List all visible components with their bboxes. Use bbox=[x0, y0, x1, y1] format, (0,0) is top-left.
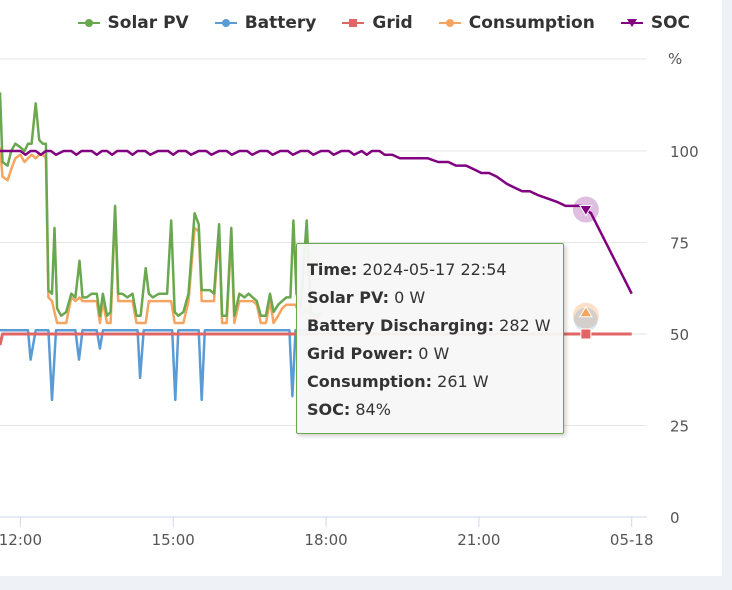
tooltip-time-value: 2024-05-17 22:54 bbox=[362, 260, 507, 279]
legend-label: Battery bbox=[244, 13, 317, 33]
hover-halo-battery bbox=[573, 307, 598, 332]
chart-tooltip: Time: 2024-05-17 22:54 Solar PV: 0 W Bat… bbox=[296, 243, 564, 434]
tooltip-grid-value: 0 W bbox=[418, 344, 450, 363]
tooltip-soc-value: 84% bbox=[355, 400, 391, 419]
tooltip-grid-label: Grid Power: bbox=[307, 344, 414, 363]
chart-card: 0 25 50 75 100% 12:00 15:00 18:00 21:00 05-18 Sol… bbox=[0, 0, 722, 576]
series-line-solar-pv bbox=[0, 92, 322, 317]
legend-swatch-icon bbox=[77, 18, 100, 28]
legend-item-solar-pv[interactable]: Solar PV bbox=[77, 13, 189, 33]
y-unit-label: % bbox=[668, 50, 682, 68]
x-tick-label: 05-18 bbox=[610, 531, 654, 549]
tooltip-time-label: Time: bbox=[307, 260, 358, 279]
tooltip-solar-value: 0 W bbox=[394, 288, 426, 307]
legend-swatch-icon bbox=[438, 18, 461, 28]
tooltip-battery-value: 282 W bbox=[499, 316, 551, 335]
tooltip-row-soc: SOC: 84% bbox=[307, 396, 553, 424]
y-tick-label: 100 bbox=[670, 143, 699, 161]
tooltip-battery-label: Battery Discharging: bbox=[307, 316, 495, 335]
x-tick-label: 12:00 bbox=[0, 531, 42, 549]
y-tick-label: 75 bbox=[670, 235, 689, 253]
legend-label: Solar PV bbox=[107, 13, 189, 33]
chart-legend: Solar PV Battery Grid Consumption SOC bbox=[0, 10, 722, 36]
y-tick-label: 0 bbox=[670, 509, 680, 527]
tooltip-row-solar: Solar PV: 0 W bbox=[307, 284, 553, 312]
legend-item-soc[interactable]: SOC bbox=[620, 13, 690, 33]
tooltip-consumption-value: 261 W bbox=[437, 372, 489, 391]
x-tick-label: 21:00 bbox=[457, 531, 500, 549]
legend-item-battery[interactable]: Battery bbox=[214, 13, 317, 33]
tooltip-row-time: Time: 2024-05-17 22:54 bbox=[307, 256, 553, 284]
tooltip-row-consumption: Consumption: 261 W bbox=[307, 368, 553, 396]
legend-swatch-icon bbox=[620, 18, 643, 28]
legend-label: Consumption bbox=[468, 13, 595, 33]
tooltip-row-grid: Grid Power: 0 W bbox=[307, 340, 553, 368]
tooltip-soc-label: SOC: bbox=[307, 400, 351, 419]
legend-swatch-icon bbox=[214, 18, 237, 28]
tooltip-solar-label: Solar PV: bbox=[307, 288, 390, 307]
x-tick-label: 15:00 bbox=[152, 531, 195, 549]
hover-marker-grid bbox=[580, 328, 592, 340]
legend-label: SOC bbox=[650, 13, 690, 33]
tooltip-row-battery: Battery Discharging: 282 W bbox=[307, 312, 553, 340]
tooltip-consumption-label: Consumption: bbox=[307, 372, 433, 391]
series-line-soc bbox=[0, 149, 633, 295]
y-tick-label: 25 bbox=[670, 418, 689, 436]
legend-item-consumption[interactable]: Consumption bbox=[438, 13, 595, 33]
legend-label: Grid bbox=[372, 13, 413, 33]
hover-marker-consumption bbox=[578, 305, 593, 318]
hover-marker-soc bbox=[578, 205, 593, 217]
legend-item-grid[interactable]: Grid bbox=[342, 13, 413, 33]
legend-swatch-icon bbox=[342, 18, 365, 28]
y-tick-label: 50 bbox=[670, 326, 689, 344]
x-tick-label: 18:00 bbox=[304, 531, 347, 549]
series-line-battery bbox=[0, 329, 319, 402]
